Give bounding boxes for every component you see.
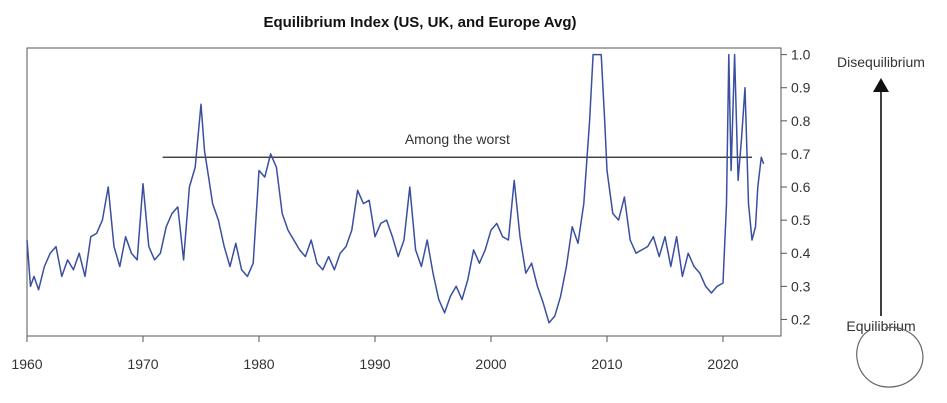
x-tick-label: 1980 [243, 356, 274, 372]
y-tick-label: 0.6 [791, 179, 811, 195]
x-tick-label: 1960 [11, 356, 42, 372]
x-tick-label: 1990 [359, 356, 390, 372]
y-tick-label: 0.2 [791, 311, 811, 327]
series-line [26, 53, 765, 324]
x-tick-label: 2010 [591, 356, 622, 372]
scale-arrow-head-icon [873, 78, 889, 92]
reference-line-label: Among the worst [405, 131, 510, 147]
y-tick-label: 1.0 [791, 47, 811, 63]
disequilibrium-label: Disequilibrium [837, 54, 925, 70]
y-tick-label: 0.3 [791, 278, 811, 294]
circle-mark-icon [856, 326, 924, 388]
y-tick-label: 0.9 [791, 80, 811, 96]
x-tick-label: 2000 [475, 356, 506, 372]
y-tick-label: 0.8 [791, 113, 811, 129]
plot-frame [26, 47, 782, 337]
chart-title: Equilibrium Index (US, UK, and Europe Av… [263, 14, 576, 31]
equilibrium-label: Equilibrium [846, 318, 915, 334]
x-tick-label: 2020 [707, 356, 738, 372]
y-tick-label: 0.7 [791, 146, 811, 162]
x-tick-label: 1970 [127, 356, 158, 372]
y-tick-label: 0.4 [791, 245, 811, 261]
y-tick-label: 0.5 [791, 212, 811, 228]
y-axis: 0.2 0.3 0.4 0.5 0.6 0.7 0.8 0.9 1.0 [781, 47, 811, 327]
x-axis: 1960 1970 1980 1990 2000 2010 2020 [11, 336, 739, 372]
